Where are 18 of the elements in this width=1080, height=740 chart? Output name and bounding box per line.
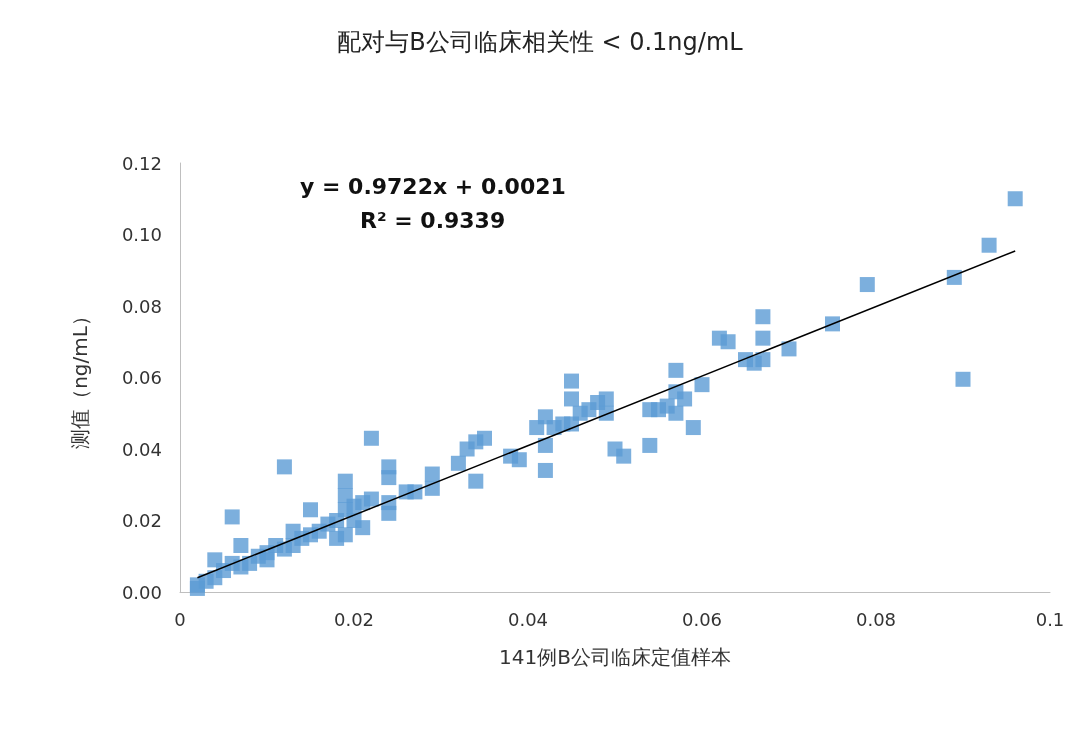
x-tick-label: 0 [174,608,186,630]
y-tick-label: 0.12 [121,152,162,174]
y-tick-label: 0.00 [121,581,162,603]
y-tick-label: 0.08 [121,295,162,317]
y-tick-label: 0.06 [121,367,162,388]
y-axis-title: 测值（ng/mL） [68,306,92,449]
x-tick-label: 0.08 [855,608,897,630]
y-tick-label: 0.04 [121,438,162,460]
y-tick-label: 0.02 [121,510,162,531]
annotation: R² = 0.9339 [360,207,506,233]
x-tick-label: 0.06 [681,608,723,630]
x-axis-title: 141例B公司临床定值样本 [499,645,731,669]
x-tick-label: 0.02 [333,608,375,630]
annotation: y = 0.9722x + 0.0021 [300,173,566,199]
chart-title: 配对与B公司临床相关性 < 0.1ng/mL [337,28,744,56]
y-tick-label: 0.10 [121,224,162,245]
x-tick-label: 0.04 [507,608,549,630]
x-tick-label: 0.1 [1035,608,1065,630]
